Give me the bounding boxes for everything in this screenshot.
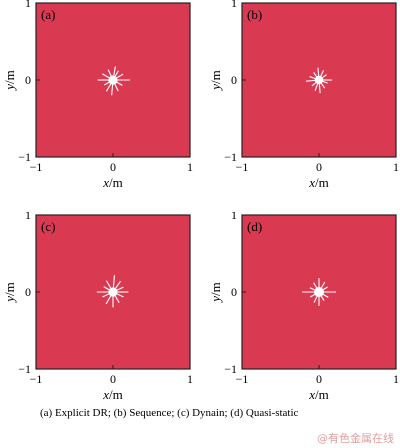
x-tick-label: −1	[30, 372, 43, 386]
y-tick-label: −1	[18, 362, 31, 376]
x-tick-label: 1	[187, 160, 193, 174]
field-plot: −1 0 1 −1 0 1 (b) x/m y/m	[208, 0, 399, 190]
hole-marker	[108, 75, 118, 85]
panel-label: (d)	[247, 219, 262, 234]
y-tick-label: −1	[18, 150, 31, 164]
y-tick-label: 0	[25, 73, 31, 87]
x-tick-label: −1	[236, 372, 249, 386]
x-tick-label: 0	[316, 372, 322, 386]
x-tick-label: 1	[187, 372, 193, 386]
y-tick-label: 1	[25, 0, 31, 10]
x-tick-label: 1	[393, 160, 399, 174]
x-tick-label: 0	[316, 160, 322, 174]
y-tick-label: 1	[231, 212, 237, 222]
hole-marker	[314, 75, 324, 85]
field-plot: −1 0 1 −1 0 1 (d) x/m y/m	[208, 208, 399, 402]
y-axis-label: y/m	[208, 70, 223, 92]
y-tick-label: 1	[231, 0, 237, 10]
panel-b: −1 0 1 −1 0 1 (b) x/m y/m	[206, 0, 400, 208]
panel-a: −1 0 1 −1 0 1 (a) x/m y/m	[0, 0, 200, 208]
field-plot: −1 0 1 −1 0 1 (c) x/m y/m	[2, 208, 193, 402]
y-tick-label: 0	[231, 285, 237, 299]
y-tick-label: −1	[224, 362, 237, 376]
panel-c: −1 0 1 −1 0 1 (c) x/m y/m	[0, 208, 200, 420]
figure-caption: (a) Explicit DR; (b) Sequence; (c) Dynai…	[40, 407, 299, 419]
y-tick-label: −1	[224, 150, 237, 164]
panel-label: (a)	[41, 7, 55, 22]
watermark: @有色金属在线	[317, 432, 394, 445]
panel-d: −1 0 1 −1 0 1 (d) x/m y/m	[206, 208, 400, 420]
hole-marker	[108, 287, 118, 297]
hole-marker	[313, 286, 325, 298]
x-axis-label: x/m	[102, 175, 123, 190]
y-tick-label: 0	[231, 73, 237, 87]
x-tick-label: −1	[236, 160, 249, 174]
y-tick-label: 1	[25, 212, 31, 222]
x-tick-label: 1	[393, 372, 399, 386]
y-axis-label: y/m	[2, 70, 17, 92]
x-tick-label: 0	[110, 372, 116, 386]
x-axis-label: x/m	[308, 387, 329, 402]
panel-label: (c)	[41, 219, 55, 234]
x-axis-label: x/m	[102, 387, 123, 402]
x-tick-label: 0	[110, 160, 116, 174]
y-axis-label: y/m	[2, 282, 17, 304]
x-axis-label: x/m	[308, 175, 329, 190]
y-axis-label: y/m	[208, 282, 223, 304]
field-plot: −1 0 1 −1 0 1 (a) x/m y/m	[2, 0, 193, 190]
y-tick-label: 0	[25, 285, 31, 299]
panel-label: (b)	[247, 7, 262, 22]
x-tick-label: −1	[30, 160, 43, 174]
